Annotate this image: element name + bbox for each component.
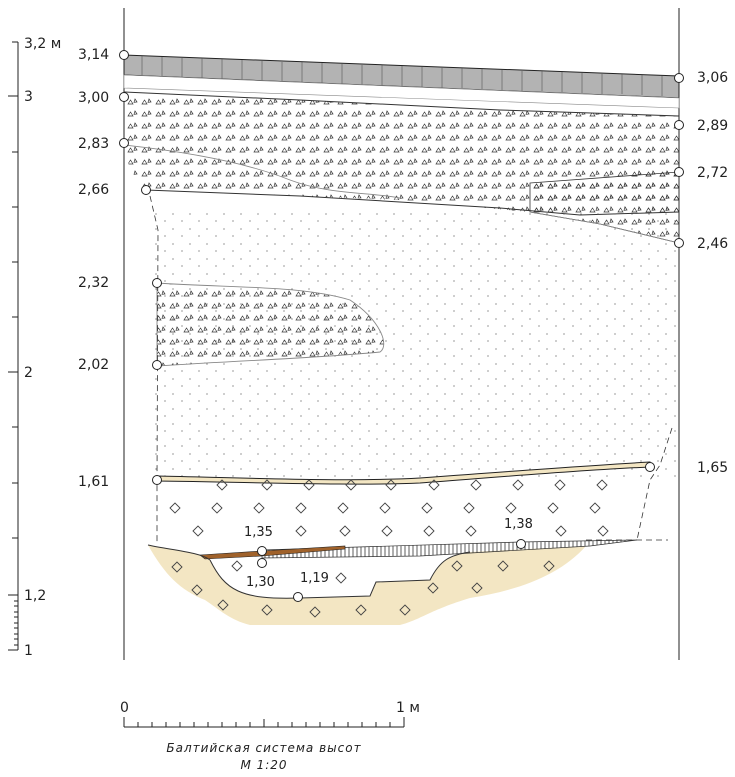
pit-sand-fill: [148, 545, 586, 625]
elevation-label: 2,02: [78, 357, 109, 373]
scale-ratio-caption: М 1:20: [240, 758, 287, 772]
scale-tick-1-2: 1,2: [24, 588, 46, 604]
elevation-label: 2,89: [697, 118, 728, 134]
base-layer: [123, 74, 680, 109]
scale-end-label: 1 м: [396, 700, 420, 716]
elevation-label: 1,65: [697, 460, 728, 476]
scale-unit-label: 3,2 м: [24, 36, 61, 52]
scale-tick-1: 1: [24, 643, 33, 659]
scale-tick-3: 3: [24, 89, 33, 105]
gravel-lens-left: [156, 282, 385, 367]
elevation-markers: [119, 50, 684, 602]
elevation-label: 1,61: [78, 474, 109, 490]
elevation-label: 3,06: [697, 70, 728, 86]
rubble-layer: [169, 479, 609, 537]
pit-rubble: [171, 560, 555, 618]
scale-tick-2: 2: [24, 365, 33, 381]
elevation-label: 2,66: [78, 182, 109, 198]
scale-start-label: 0: [120, 700, 129, 716]
elevation-scale: 3,2 м 3 2 1,2 1: [8, 36, 61, 659]
elevation-labels-right: 3,06 2,89 2,72 2,46 1,65: [697, 70, 728, 476]
elevation-labels-left: 3,14 3,00 2,83 2,66 2,32 2,02 1,61: [78, 47, 109, 490]
elevation-label: 1,35: [244, 525, 273, 540]
elevation-label: 1,30: [246, 575, 275, 590]
height-system-caption: Балтийская система высот: [166, 741, 361, 755]
elevation-label: 2,83: [78, 136, 109, 152]
elevation-labels-inner: 1,35 1,38 1,30 1,19: [244, 517, 533, 590]
elevation-label: 1,38: [504, 517, 533, 532]
elevation-label: 3,14: [78, 47, 109, 63]
elevation-label: 2,72: [697, 165, 728, 181]
horizontal-scale: 0 1 м Балтийская система высот М 1:20: [120, 700, 420, 772]
elevation-label: 1,19: [300, 571, 329, 586]
elevation-label: 2,32: [78, 275, 109, 291]
elevation-label: 3,00: [78, 90, 109, 106]
elevation-label: 2,46: [697, 236, 728, 252]
